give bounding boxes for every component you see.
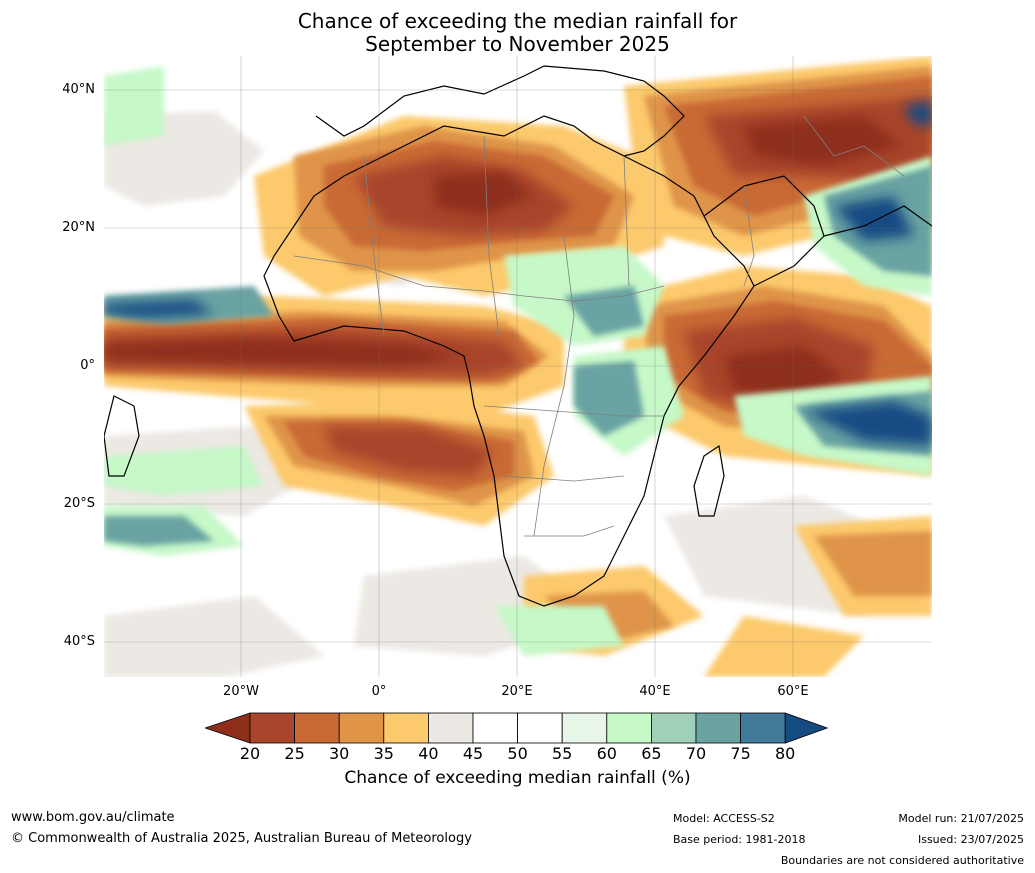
colorbar-cell [383, 712, 429, 744]
lon-label-20e: 20°E [501, 684, 533, 699]
lon-label-20w: 20°W [223, 684, 259, 699]
colorbar [205, 712, 829, 744]
lat-label-equator: 0° [80, 358, 95, 373]
colorbar-label: Chance of exceeding median rainfall (%) [344, 768, 691, 788]
colorbar-cell [472, 712, 518, 744]
colorbar-cell [695, 712, 741, 744]
issued-text: Issued: 23/07/2025 [917, 833, 1024, 846]
colorbar-tick-label: 30 [329, 744, 350, 763]
colorbar-tick-label: 80 [775, 744, 796, 763]
country-borders [293, 115, 905, 537]
lat-label-20s: 20°S [63, 496, 95, 511]
colorbar-tick-label: 20 [239, 744, 261, 763]
copyright-text: © Commonwealth of Australia 2025, Austra… [11, 831, 472, 846]
colorbar-tick-label: 55 [552, 744, 573, 763]
graticule [104, 56, 932, 677]
lat-label-40s: 40°S [63, 634, 95, 649]
colorbar-cell [650, 712, 697, 744]
lat-label-40n: 40°N [62, 82, 95, 97]
colorbar-extend-low [205, 712, 251, 744]
colorbar-extend-high [784, 712, 829, 744]
colorbar-cell [517, 712, 563, 744]
disclaimer-text: Boundaries are not considered authoritat… [780, 854, 1024, 867]
colorbar-cell [740, 712, 786, 744]
map-title: Chance of exceeding the median rainfall … [297, 9, 738, 33]
colorbar-cell [249, 712, 295, 744]
colorbar-cell [427, 712, 474, 744]
lat-label-20n: 20°N [62, 220, 95, 235]
base-period-text: Base period: 1981-2018 [673, 833, 806, 846]
model-run-text: Model run: 21/07/2025 [898, 812, 1024, 825]
website-link[interactable]: www.bom.gov.au/climate [11, 810, 175, 825]
colorbar-tick-label: 70 [685, 744, 707, 763]
colorbar-tick-label: 35 [373, 744, 394, 763]
colorbar-tick-label: 65 [641, 744, 662, 763]
lon-label-0: 0° [371, 684, 387, 699]
rainfall-probability-map [104, 56, 932, 677]
map-subtitle: September to November 2025 [365, 32, 670, 56]
colorbar-tick-label: 50 [507, 744, 528, 763]
colorbar-tick-label: 25 [284, 744, 305, 763]
field-above-75 [104, 101, 932, 446]
lon-label-60e: 60°E [777, 684, 809, 699]
model-text: Model: ACCESS-S2 [673, 812, 775, 825]
colorbar-cell [338, 712, 385, 744]
colorbar-cell [606, 712, 652, 744]
colorbar-cell [294, 712, 340, 744]
field-below-20 [104, 116, 904, 401]
colorbar-tick-label: 40 [418, 744, 439, 763]
colorbar-cell [561, 712, 608, 744]
colorbar-tick-label: 75 [730, 744, 751, 763]
colorbar-tick-label: 60 [596, 744, 617, 763]
coastline [104, 65, 932, 607]
lon-label-40e: 40°E [639, 684, 671, 699]
colorbar-tick-label: 45 [462, 744, 484, 763]
